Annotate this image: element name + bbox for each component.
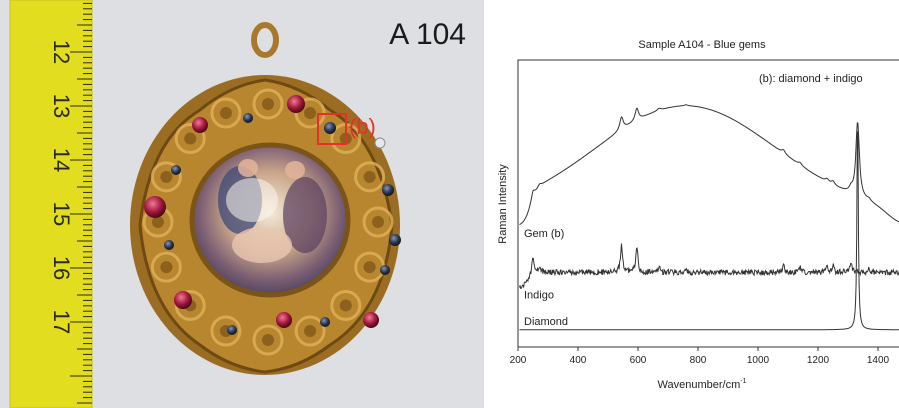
x-tick-label: 800 bbox=[690, 355, 707, 366]
x-tick-label: 1400 bbox=[867, 355, 890, 366]
ruler-label: 16 bbox=[49, 256, 74, 280]
raman-spectrum-chart: Sample A104 - Blue gems (b): diamond + i… bbox=[484, 0, 899, 408]
red-gem bbox=[192, 117, 208, 133]
filigree-hole bbox=[364, 171, 376, 183]
filigree-hole bbox=[372, 216, 384, 228]
filigree-hole bbox=[340, 299, 352, 311]
blue-gem bbox=[382, 184, 394, 196]
ruler-label: 13 bbox=[49, 94, 74, 118]
blue-gem bbox=[320, 317, 330, 327]
blue-gem bbox=[380, 265, 390, 275]
x-tick-label: 600 bbox=[630, 355, 647, 366]
series-label: Gem (b) bbox=[524, 228, 564, 240]
sample-label: A 104 bbox=[389, 18, 466, 51]
red-gem bbox=[363, 312, 379, 328]
filigree-hole bbox=[262, 334, 274, 346]
blue-gem bbox=[324, 122, 336, 134]
series-line-indigo bbox=[520, 244, 899, 289]
blue-gem bbox=[389, 234, 401, 246]
blue-gem bbox=[243, 113, 253, 123]
ruler-label: 12 bbox=[49, 40, 74, 64]
x-tick-label: 200 bbox=[510, 355, 527, 366]
ruler-label: 15 bbox=[49, 202, 74, 226]
x-tick-label: 400 bbox=[570, 355, 587, 366]
pendant-photo: 12 13 14 15 16 17 bbox=[0, 0, 484, 408]
red-gem bbox=[287, 95, 305, 113]
blue-gem bbox=[171, 165, 181, 175]
series-label: Indigo bbox=[524, 290, 554, 302]
blue-gem bbox=[164, 240, 174, 250]
ruler-label: 17 bbox=[49, 310, 74, 334]
filigree-hole bbox=[220, 107, 232, 119]
x-tick-label: 1200 bbox=[807, 355, 830, 366]
plot-frame bbox=[518, 60, 899, 347]
red-gem bbox=[144, 196, 166, 218]
ruler-label: 14 bbox=[49, 148, 74, 172]
series-label: Diamond bbox=[524, 316, 568, 328]
filigree-hole bbox=[160, 261, 172, 273]
measuring-ruler: 12 13 14 15 16 17 bbox=[10, 0, 92, 408]
y-axis-label: Raman Intensity bbox=[497, 164, 509, 244]
filigree-hole bbox=[262, 98, 274, 110]
filigree-hole bbox=[364, 261, 376, 273]
chart-annotation: (b): diamond + indigo bbox=[759, 73, 863, 85]
white-gem bbox=[375, 138, 385, 148]
filigree-hole bbox=[304, 107, 316, 119]
series-line-gem-b bbox=[520, 105, 899, 225]
x-axis-label: Wavenumber/cm-1 bbox=[658, 378, 747, 391]
filigree-hole bbox=[184, 133, 196, 145]
x-tick-label: 1000 bbox=[747, 355, 770, 366]
red-gem bbox=[174, 291, 192, 309]
filigree-hole bbox=[304, 325, 316, 337]
gem-b-callout-label: (b) bbox=[349, 114, 376, 139]
filigree-hole bbox=[160, 171, 172, 183]
red-gem bbox=[276, 312, 292, 328]
blue-gem bbox=[227, 325, 237, 335]
chart-title: Sample A104 - Blue gems bbox=[638, 39, 766, 51]
